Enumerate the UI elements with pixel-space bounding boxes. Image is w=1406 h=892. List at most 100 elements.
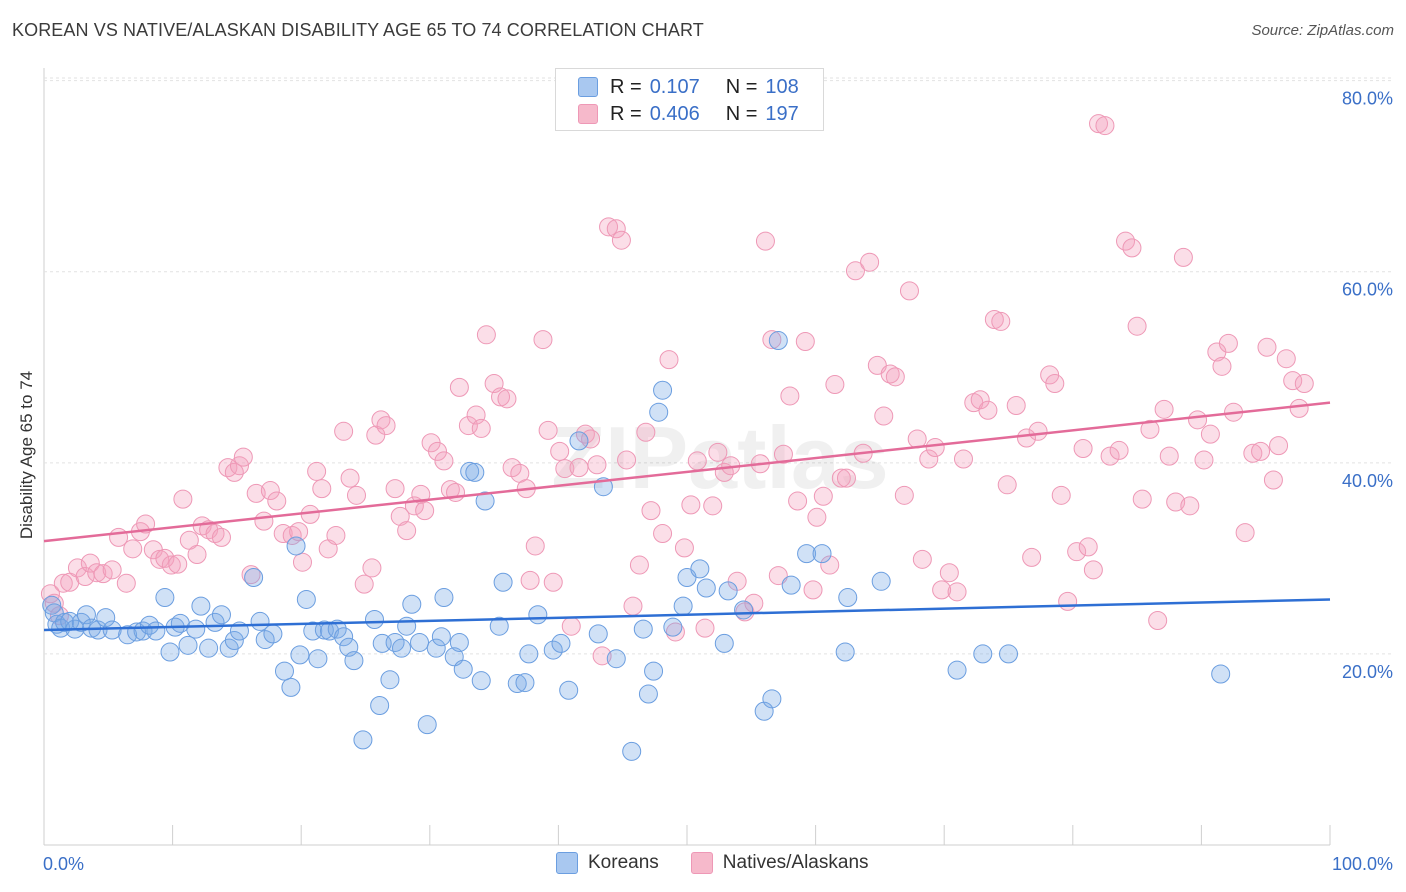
natives-alaskans-point (1243, 443, 1263, 463)
natives-alaskans-point (932, 580, 952, 600)
legend-n-label: N = (725, 75, 758, 98)
natives-alaskans-point (224, 462, 244, 482)
natives-alaskans-point (1166, 492, 1186, 512)
koreans-point (186, 619, 206, 639)
natives-alaskans-point (292, 552, 312, 572)
legend-r-value: 0.406 (649, 102, 700, 125)
natives-alaskans-point (825, 374, 845, 394)
legend-item-koreans[interactable]: Koreans (556, 852, 659, 874)
natives-alaskans-point (1028, 421, 1048, 441)
trend-lines (43, 401, 1331, 632)
koreans-point (426, 638, 446, 658)
natives-alaskans-point (173, 489, 193, 509)
koreans-point (96, 608, 116, 628)
koreans-point (649, 402, 669, 422)
natives-alaskans-point (659, 350, 679, 370)
natives-alaskans-point (340, 468, 360, 488)
koreans-point (507, 674, 527, 694)
koreans-point (353, 730, 373, 750)
natives-alaskans-point (1132, 489, 1152, 509)
koreans-point (835, 642, 855, 662)
natives-alaskans-point (1017, 428, 1037, 448)
koreans-point (211, 605, 231, 625)
natives-alaskans-point (525, 536, 545, 556)
natives-alaskans-point (428, 441, 448, 461)
koreans-point (493, 572, 513, 592)
natives-alaskans-point (912, 549, 932, 569)
koreans-point (308, 649, 328, 669)
natives-alaskans-point (623, 596, 643, 616)
koreans-point (465, 462, 485, 482)
natives-alaskans-point (376, 416, 396, 436)
natives-alaskans-point (1022, 547, 1042, 567)
legend-r-label: R = (610, 102, 642, 125)
natives-alaskans-point (1263, 470, 1283, 490)
natives-alaskans-point (813, 486, 833, 506)
legend-n-value: 197 (765, 102, 799, 125)
natives-alaskans-point (768, 566, 788, 586)
natives-alaskans-point (1269, 436, 1289, 456)
natives-alaskans-point (397, 521, 417, 541)
koreans-point (380, 670, 400, 690)
koreans-point (973, 644, 993, 664)
koreans-point (644, 661, 664, 681)
natives-alaskans-point (260, 481, 280, 501)
natives-alaskans-point (1294, 374, 1314, 394)
natives-alaskans-point (803, 580, 823, 600)
natives-alaskans-point (1235, 523, 1255, 543)
koreans-point (274, 661, 294, 681)
koreans-point (633, 619, 653, 639)
koreans-point (460, 461, 480, 481)
natives-alaskans-point (587, 455, 607, 475)
natives-alaskans-point (561, 616, 581, 636)
natives-alaskans-point (346, 485, 366, 505)
koreans-point (606, 649, 626, 669)
natives-alaskans-point (880, 364, 900, 384)
koreans-point (365, 610, 385, 630)
natives-alaskans-point (1100, 446, 1120, 466)
natives-alaskans-point (53, 573, 73, 593)
legend-item-natives[interactable]: Natives/Alaskans (690, 852, 869, 874)
koreans-point (290, 645, 310, 665)
koreans-point (781, 575, 801, 595)
chart-title: KOREAN VS NATIVE/ALASKAN DISABILITY AGE … (12, 20, 704, 40)
koreans-point (999, 644, 1018, 664)
koreans-point (543, 640, 563, 660)
koreans-point (718, 581, 738, 601)
x-tick-label-max: 100.0% (1332, 854, 1393, 874)
koreans-point (263, 624, 283, 644)
koreans-point (410, 632, 430, 652)
natives-alaskans-point (1083, 560, 1103, 580)
legend-row-koreans: R = 0.107 N = 108 (578, 74, 799, 100)
natives-alaskans-point (629, 555, 649, 575)
natives-alaskans-point (606, 219, 626, 239)
natives-alaskans-point (925, 438, 945, 458)
koreans-point (1211, 664, 1231, 684)
koreans-point (551, 633, 571, 653)
natives-alaskans-point (978, 400, 998, 420)
koreans-point (55, 612, 75, 632)
natives-alaskans-point (307, 461, 327, 481)
legend-n-value: 108 (765, 75, 799, 98)
koreans-point (296, 589, 316, 609)
natives-alaskans-point (599, 217, 619, 237)
koreans-point (191, 596, 211, 616)
x-tick-label-min: 0.0% (43, 854, 84, 874)
natives-alaskans-point (708, 442, 728, 462)
legend-r-value: 0.107 (649, 75, 700, 98)
koreans-point (434, 588, 454, 608)
natives-alaskans-point (653, 524, 673, 544)
natives-alaskans-point (1194, 450, 1214, 470)
natives-alaskans-point (390, 506, 410, 526)
natives-alaskans-point (491, 387, 511, 407)
koreans-point (515, 673, 535, 693)
natives-alaskans-point (87, 563, 107, 583)
koreans-point (838, 588, 858, 608)
natives-alaskans-point (555, 459, 575, 479)
natives-alaskans-point (984, 310, 1004, 330)
natives-alaskans-point (885, 367, 905, 387)
natives-alaskans-point (1180, 496, 1200, 516)
natives-alaskans-point (703, 496, 723, 516)
natives-alaskans-point (762, 330, 782, 350)
